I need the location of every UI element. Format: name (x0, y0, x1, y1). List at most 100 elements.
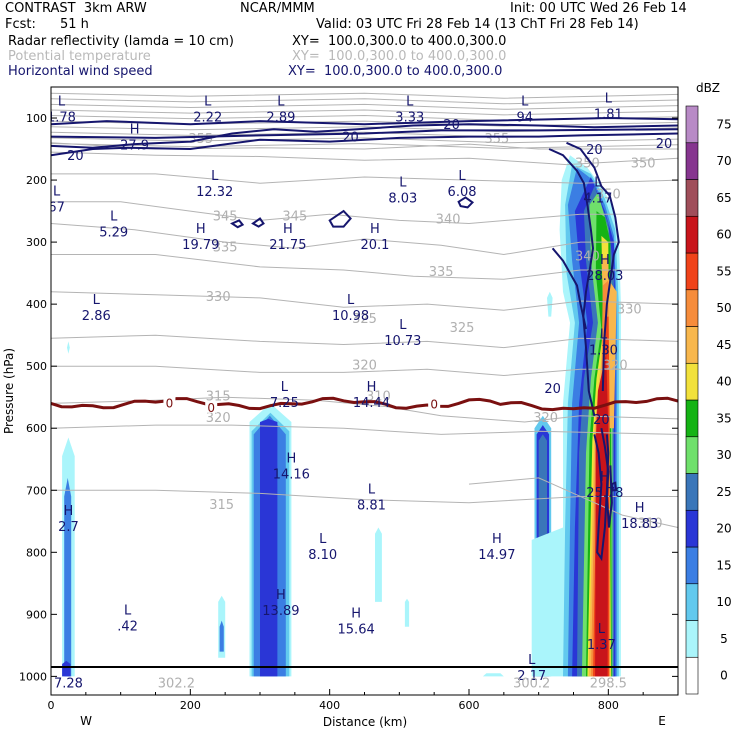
extremum-type: L (58, 95, 66, 110)
wind-contour-line (566, 141, 620, 392)
extremum-type: L (204, 95, 212, 110)
extremum-value: 1.30 (589, 343, 618, 358)
wind-contour-line (51, 116, 678, 126)
wind-contour-loop (610, 481, 618, 492)
theta-contour-line (51, 291, 678, 311)
theta-contour-label: 345 (282, 209, 307, 224)
extremum-value: 1.78 (47, 111, 76, 126)
theta-contour-label: 320 (603, 358, 628, 373)
y-tick-label: 400 (26, 298, 47, 311)
extremum-type: H (351, 607, 361, 622)
extremum-type: H (286, 451, 296, 466)
y-tick-label: 300 (26, 236, 47, 249)
theta-contour-line (468, 477, 678, 528)
reflectivity-region (64, 477, 72, 677)
forecast-hour: 51 h (60, 17, 89, 32)
theta-contour-line (51, 137, 678, 144)
extremum-value: 1.81 (594, 108, 623, 123)
y-tick-label: 1000 (19, 670, 47, 683)
field-wind-xy: XY= 100.0,300.0 to 400.0,300.0 (288, 64, 503, 79)
colorbar-level-label: 30 (716, 448, 731, 462)
reflectivity-region (404, 598, 410, 627)
extremum-type: L (53, 185, 61, 200)
colorbar-swatch (685, 362, 699, 401)
x-tick-label: 600 (459, 699, 480, 712)
wind-contour-label: 20 (67, 149, 84, 164)
extremum-type: L (605, 92, 613, 107)
theta-contour-label: 315 (209, 498, 234, 513)
wind-contour-line (600, 428, 613, 528)
theta-contour-label: 335 (213, 240, 238, 255)
wind-contour-label: 20 (586, 143, 603, 158)
wind-contour-label: 20 (593, 413, 610, 428)
extremum-value: 7.25 (270, 396, 299, 411)
valid-time: Valid: 03 UTC Fri 28 Feb 14 (13 ChT Fri … (316, 17, 639, 32)
theta-contour-label: 355 (484, 132, 509, 147)
zero-label-background (163, 396, 176, 409)
colorbar-swatch (685, 620, 699, 658)
colorbar-swatch (685, 105, 699, 144)
extremum-type: L (594, 175, 602, 190)
zero-isotherm-label: 0 (207, 401, 215, 415)
extremum-value: 2.22 (193, 111, 222, 126)
colorbar-swatch (685, 436, 699, 474)
theta-contour-line (51, 173, 678, 184)
extremum-value: 10.73 (384, 334, 421, 349)
extremum-type: H (196, 222, 206, 237)
colorbar-level-label: 5 (720, 632, 728, 646)
wind-contour-label: 20 (656, 137, 673, 152)
extremum-type: L (399, 318, 407, 333)
colorbar-level-label: 75 (716, 117, 731, 131)
extremum-value: 2.17 (517, 669, 546, 684)
colorbar-swatch (685, 289, 699, 327)
model-title: CONTRAST 3km ARW (5, 1, 147, 16)
colorbar-swatch (685, 399, 699, 438)
wind-contour-line (51, 123, 678, 149)
extremum-type: L (368, 482, 376, 497)
theta-contour-line (51, 334, 678, 349)
extremum-value: 13.89 (262, 604, 299, 619)
y-tick-label: 600 (26, 422, 47, 435)
colorbar-swatch (685, 179, 699, 217)
extremum-value: 14.44 (353, 396, 390, 411)
colorbar-level-label: 0 (720, 669, 728, 683)
field-theta-name: Potential temperature (8, 49, 151, 64)
colorbar-level-label: 60 (716, 228, 731, 242)
colorbar-level-label: 25 (716, 485, 731, 499)
extremum-type: H (64, 504, 74, 519)
y-tick-label: 700 (26, 484, 47, 497)
reflectivity-region (219, 620, 224, 652)
field-reflectivity-xy: XY= 100.0,300.0 to 400.0,300.0 (292, 34, 507, 49)
colorbar-swatch (685, 583, 699, 621)
contour-labels: 7.28 302.2 300.2 298.5 (54, 676, 627, 691)
theta-contour-label: 335 (429, 265, 454, 280)
extremum-value: 19.79 (182, 238, 219, 253)
extremum-value: 8.03 (388, 191, 417, 206)
colorbar-level-label: 35 (716, 411, 731, 425)
extremum-type: H (370, 222, 380, 237)
theta-contour-label: 320 (352, 358, 377, 373)
colorbar-unit: dBZ (696, 81, 720, 95)
extremum-value: 2.86 (82, 309, 111, 324)
colorbar-level-label: 50 (716, 301, 731, 315)
colorbar-swatch (685, 656, 699, 695)
reflectivity-region (67, 341, 70, 354)
wind-contour-loop (457, 196, 475, 209)
extremum-value: 6.08 (448, 185, 477, 200)
x-tick-label: 0 (48, 699, 55, 712)
extremum-value: 28.03 (586, 269, 623, 284)
extremum-value: 2.89 (266, 111, 295, 126)
field-theta-xy: XY= 100.0,300.0 to 400.0,300.0 (292, 49, 507, 64)
theta-contour-line (51, 103, 678, 110)
reflectivity-region (547, 291, 553, 317)
theta-contour-line (51, 92, 678, 99)
extremum-type: L (521, 95, 529, 110)
colorbar-swatch (685, 252, 699, 291)
theta-contour-label: 325 (450, 321, 475, 336)
wind-contour-line (548, 148, 596, 417)
extremum-value: 14.97 (478, 548, 515, 563)
colorbar-swatch (685, 509, 699, 548)
